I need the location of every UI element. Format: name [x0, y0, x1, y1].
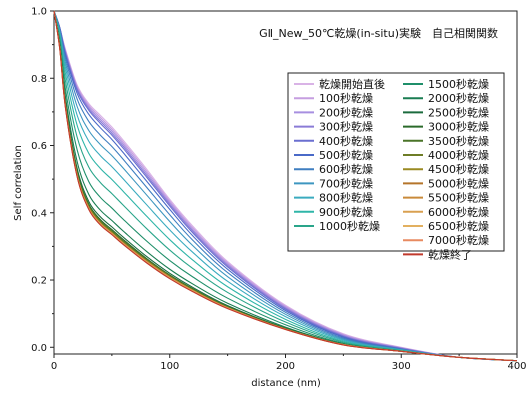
legend-label: 5500秒乾燥 [428, 191, 489, 205]
chart-title: GⅡ_New_50℃乾燥(in-situ)実験 自己相関関数 [259, 26, 498, 40]
legend-label: 3500秒乾燥 [428, 134, 489, 148]
series-line-5 [53, 10, 518, 362]
y-tick-label: 0.4 [31, 208, 47, 219]
series-line-9 [53, 10, 518, 362]
legend-label: 4500秒乾燥 [428, 162, 489, 176]
legend-label: 200秒乾燥 [319, 105, 373, 119]
y-tick-label: 1.0 [31, 7, 47, 18]
legend-box [287, 72, 505, 252]
legend-label: 6500秒乾燥 [428, 219, 489, 233]
series-line-10 [53, 10, 518, 362]
series-line-7 [53, 10, 518, 362]
legend-label: 400秒乾燥 [319, 134, 373, 148]
legend-label: 乾燥開始直後 [319, 77, 385, 91]
legend-label: 800秒乾燥 [319, 191, 373, 205]
legend-label: 600秒乾燥 [319, 162, 373, 176]
ticks-layer: 0 100 200 300 400 0.0 0.2 0.4 0.6 0.8 1.0 [31, 7, 526, 373]
x-tick-label: 300 [392, 361, 411, 372]
legend-label: 1000秒乾燥 [319, 219, 380, 233]
legend-label: 7000秒乾燥 [428, 233, 489, 247]
legend-label: 3000秒乾燥 [428, 120, 489, 134]
series-line-8 [53, 10, 518, 362]
y-tick-label: 0.8 [31, 74, 47, 85]
series-line-6 [53, 10, 518, 362]
legend-label: 700秒乾燥 [319, 176, 373, 190]
legend-label: 6000秒乾燥 [428, 205, 489, 219]
x-axis-label: distance (nm) [251, 378, 321, 389]
y-axis-label: Self correlation [13, 145, 24, 221]
series-layer [53, 10, 518, 362]
y-tick-label: 0.2 [31, 276, 47, 287]
legend-label: 2500秒乾燥 [428, 105, 489, 119]
legend-items: 乾燥開始直後100秒乾燥200秒乾燥300秒乾燥400秒乾燥500秒乾燥600秒… [294, 77, 489, 261]
x-tick-label: 200 [276, 361, 295, 372]
legend-label: 4000秒乾燥 [428, 148, 489, 162]
legend-label: 300秒乾燥 [319, 120, 373, 134]
legend: 乾燥開始直後100秒乾燥200秒乾燥300秒乾燥400秒乾燥500秒乾燥600秒… [287, 72, 505, 261]
legend-label: 乾燥終了 [428, 247, 472, 261]
legend-label: 500秒乾燥 [319, 148, 373, 162]
legend-label: 100秒乾燥 [319, 91, 373, 105]
x-tick-label: 100 [160, 361, 179, 372]
legend-label: 900秒乾燥 [319, 205, 373, 219]
legend-label: 1500秒乾燥 [428, 77, 489, 91]
legend-label: 2000秒乾燥 [428, 91, 489, 105]
legend-label: 5000秒乾燥 [428, 176, 489, 190]
series-line-23 [53, 10, 518, 362]
x-tick-label: 400 [507, 361, 526, 372]
y-tick-label: 0.6 [31, 141, 47, 152]
y-tick-label: 0.0 [31, 343, 47, 354]
x-tick-label: 0 [51, 361, 57, 372]
